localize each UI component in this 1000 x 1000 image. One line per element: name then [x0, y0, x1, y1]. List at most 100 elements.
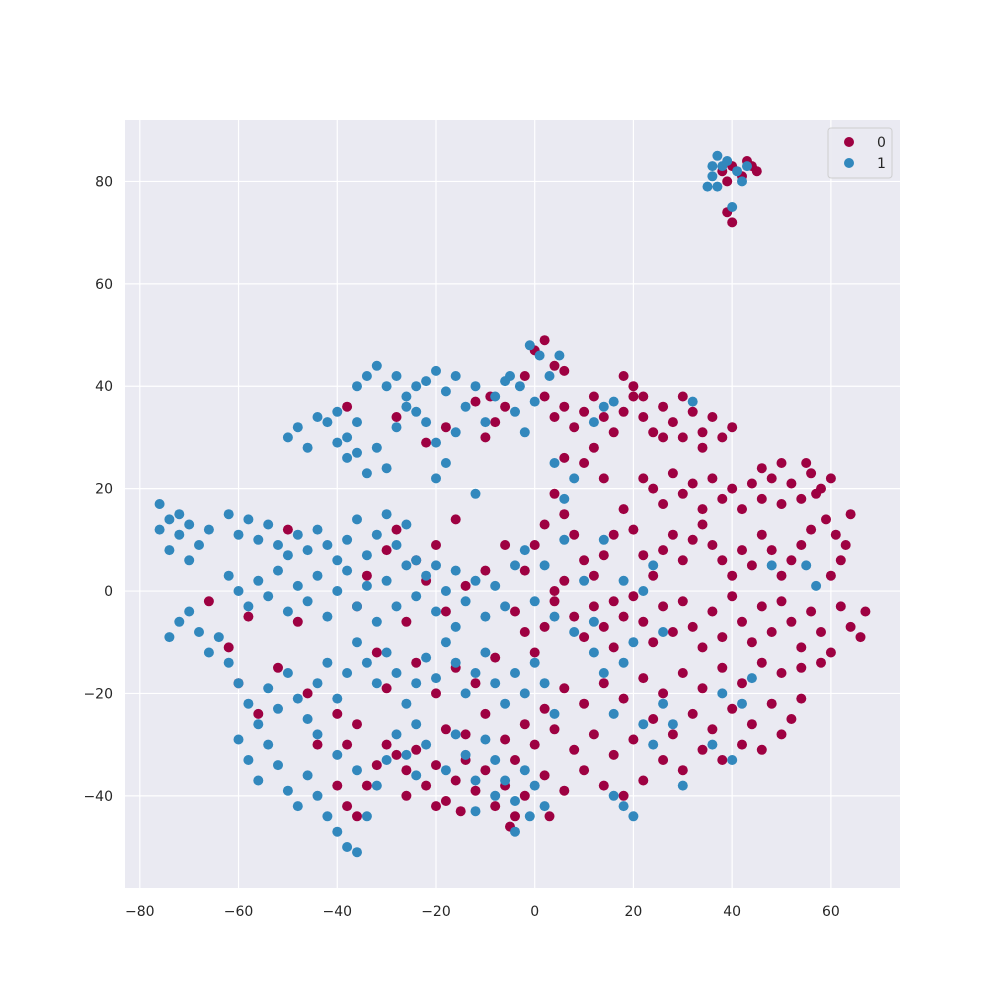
data-point: [618, 504, 629, 515]
data-point: [648, 637, 659, 648]
data-point: [203, 596, 214, 607]
data-point: [450, 657, 461, 668]
data-point: [756, 601, 767, 612]
y-tick-label: −40: [83, 789, 113, 805]
data-point: [519, 688, 530, 699]
data-point: [470, 396, 481, 407]
data-point: [524, 811, 535, 822]
data-point: [381, 575, 392, 586]
data-point: [529, 596, 540, 607]
data-point: [638, 673, 649, 684]
data-point: [292, 693, 303, 704]
data-point: [835, 601, 846, 612]
data-point: [727, 755, 738, 765]
data-point: [579, 555, 590, 566]
data-point: [707, 724, 718, 735]
data-point: [302, 545, 313, 556]
data-point: [401, 790, 412, 801]
data-point: [628, 734, 639, 745]
data-point: [391, 749, 402, 760]
data-point: [756, 493, 767, 504]
data-point: [549, 586, 560, 596]
data-point: [722, 176, 733, 187]
data-point: [194, 627, 204, 637]
data-point: [352, 765, 362, 776]
data-point: [282, 606, 293, 617]
data-point: [727, 570, 738, 581]
data-point: [243, 514, 254, 525]
data-point: [618, 801, 629, 812]
data-point: [253, 775, 264, 786]
data-point: [480, 611, 491, 622]
data-point: [648, 714, 659, 724]
data-point: [460, 749, 471, 760]
data-point: [253, 719, 264, 730]
data-point: [510, 560, 520, 571]
data-point: [282, 668, 293, 678]
data-point: [756, 744, 767, 755]
legend-marker-series-0: [844, 137, 854, 147]
data-point: [440, 458, 451, 468]
data-point: [549, 412, 560, 422]
data-point: [697, 442, 708, 453]
data-point: [253, 575, 264, 586]
data-point: [273, 540, 283, 550]
data-point: [766, 545, 777, 556]
data-point: [342, 565, 353, 576]
data-point: [737, 504, 747, 515]
data-point: [490, 678, 501, 689]
y-tick-label: −20: [83, 686, 113, 702]
data-point: [332, 693, 343, 704]
data-point: [618, 406, 629, 417]
data-point: [292, 580, 303, 591]
data-point: [184, 555, 195, 566]
data-point: [638, 586, 649, 596]
data-point: [164, 514, 175, 525]
data-point: [381, 381, 392, 392]
data-point: [628, 381, 639, 392]
data-point: [273, 703, 283, 714]
data-point: [687, 396, 698, 407]
data-point: [845, 621, 856, 632]
data-point: [450, 514, 461, 525]
data-point: [332, 708, 343, 719]
legend-label-series-0: 0: [877, 135, 886, 151]
data-point: [342, 452, 353, 463]
data-point: [579, 698, 590, 709]
data-point: [361, 550, 372, 561]
data-point: [727, 202, 738, 212]
data-point: [243, 698, 254, 709]
data-point: [490, 790, 501, 801]
data-point: [391, 540, 402, 550]
data-point: [233, 678, 244, 689]
data-point: [658, 545, 669, 556]
data-point: [480, 565, 491, 576]
data-point: [411, 719, 422, 730]
data-point: [830, 529, 841, 540]
data-point: [786, 616, 797, 627]
data-point: [273, 760, 283, 771]
data-point: [490, 417, 501, 428]
data-point: [618, 790, 629, 801]
data-point: [549, 708, 560, 719]
data-point: [806, 606, 817, 617]
data-point: [638, 616, 649, 627]
data-point: [371, 780, 382, 791]
data-point: [796, 540, 807, 550]
data-point: [687, 406, 698, 417]
data-point: [559, 534, 570, 545]
data-point: [263, 739, 274, 750]
data-point: [628, 391, 639, 402]
data-point: [658, 499, 669, 509]
data-point: [667, 417, 678, 428]
data-point: [796, 642, 807, 653]
data-point: [588, 601, 599, 612]
data-point: [598, 621, 609, 632]
data-point: [243, 755, 254, 765]
data-point: [223, 509, 234, 520]
data-point: [687, 621, 698, 632]
data-point: [361, 780, 372, 791]
data-point: [213, 632, 224, 643]
data-point: [391, 422, 402, 433]
data-point: [579, 406, 590, 417]
